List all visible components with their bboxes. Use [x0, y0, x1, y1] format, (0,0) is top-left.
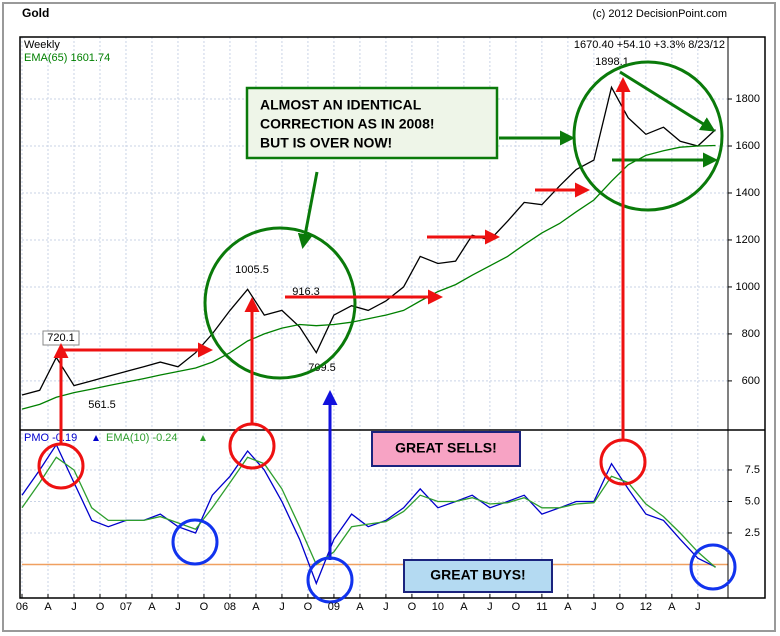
x-tick-label: 12 [640, 601, 652, 613]
x-tick-label: J [71, 601, 77, 613]
peak-label: 1898.1 [595, 56, 629, 68]
y-tick-label: 1600 [736, 140, 760, 152]
callout-text: BUT IS OVER NOW! [260, 135, 392, 151]
red-circle [599, 438, 647, 486]
blue-circle [306, 556, 354, 604]
x-tick-label: A [148, 601, 156, 613]
x-tick-label: O [96, 601, 105, 613]
y-tick-label: 5.0 [745, 495, 760, 507]
x-tick-label: 06 [16, 601, 28, 613]
up-icon [93, 435, 99, 441]
y-tick-label: 1000 [736, 281, 760, 293]
legend-entry: PMO -0.19 [24, 432, 77, 444]
y-tick-label: 2.5 [745, 527, 760, 539]
x-tick-label: J [487, 601, 493, 613]
y-tick-label: 600 [742, 375, 760, 387]
series-line [21, 85, 716, 396]
arrow [619, 70, 716, 132]
x-tick-label: J [279, 601, 285, 613]
x-tick-label: J [695, 601, 701, 613]
y-tick-label: 1400 [736, 187, 760, 199]
callout-text: ALMOST AN IDENTICAL [260, 97, 422, 113]
arrow [297, 171, 319, 249]
y-tick-label: 800 [742, 328, 760, 340]
x-tick-label: 10 [432, 601, 444, 613]
annotations [37, 60, 737, 604]
x-tick-label: O [200, 601, 209, 613]
red-circle [228, 422, 276, 470]
legend-entry: EMA(10) -0.24 [106, 432, 178, 444]
y-tick-label: 1200 [736, 234, 760, 246]
x-tick-label: 11 [536, 601, 547, 613]
sells-box [371, 431, 521, 467]
blue-circle [171, 518, 219, 566]
x-tick-label: A [356, 601, 364, 613]
x-tick-label: A [668, 601, 676, 613]
chart-title: Gold [22, 6, 49, 20]
up-icon [200, 435, 206, 441]
peak-label: 916.3 [292, 286, 320, 298]
series-line [21, 456, 716, 568]
blue-circle [689, 543, 737, 591]
x-tick-label: A [252, 601, 260, 613]
callout-box [245, 86, 499, 160]
y-tick-label: 7.5 [745, 464, 760, 476]
source: (c) 2012 DecisionPoint.com [592, 8, 727, 20]
buys-text: GREAT BUYS! [430, 567, 525, 583]
callout-text: CORRECTION AS IN 2008! [260, 116, 435, 132]
x-tick-label: A [564, 601, 572, 613]
x-tick-label: J [175, 601, 181, 613]
sells-text: GREAT SELLS! [395, 440, 497, 456]
plot-frame [19, 36, 766, 599]
x-tick-label: O [408, 601, 417, 613]
peak-labels: 720.1 561.5 1005.5 916.3 709.5 1898.1 [42, 56, 629, 411]
x-tick-label: 08 [224, 601, 236, 613]
y-tick-label: 1800 [736, 93, 760, 105]
peak-label: 561.5 [88, 399, 116, 411]
legend-entry: EMA(65) 1601.74 [24, 52, 110, 64]
x-tick-label: 09 [328, 601, 340, 613]
x-tick-label: A [44, 601, 52, 613]
peak-label: 1005.5 [235, 264, 269, 276]
subtitle: Weekly [24, 39, 60, 51]
peak-label: 720.1 [47, 332, 75, 344]
quote: 1670.40 +54.10 +3.3% 8/23/12 [574, 39, 725, 51]
x-tick-label: O [616, 601, 625, 613]
x-tick-label: O [304, 601, 313, 613]
x-tick-label: J [383, 601, 389, 613]
green-circle [203, 226, 357, 380]
x-tick-label: O [512, 601, 521, 613]
x-tick-label: 07 [120, 601, 132, 613]
red-circle [37, 442, 85, 490]
x-tick-label: J [591, 601, 597, 613]
x-tick-label: A [460, 601, 468, 613]
buys-box [403, 559, 553, 593]
